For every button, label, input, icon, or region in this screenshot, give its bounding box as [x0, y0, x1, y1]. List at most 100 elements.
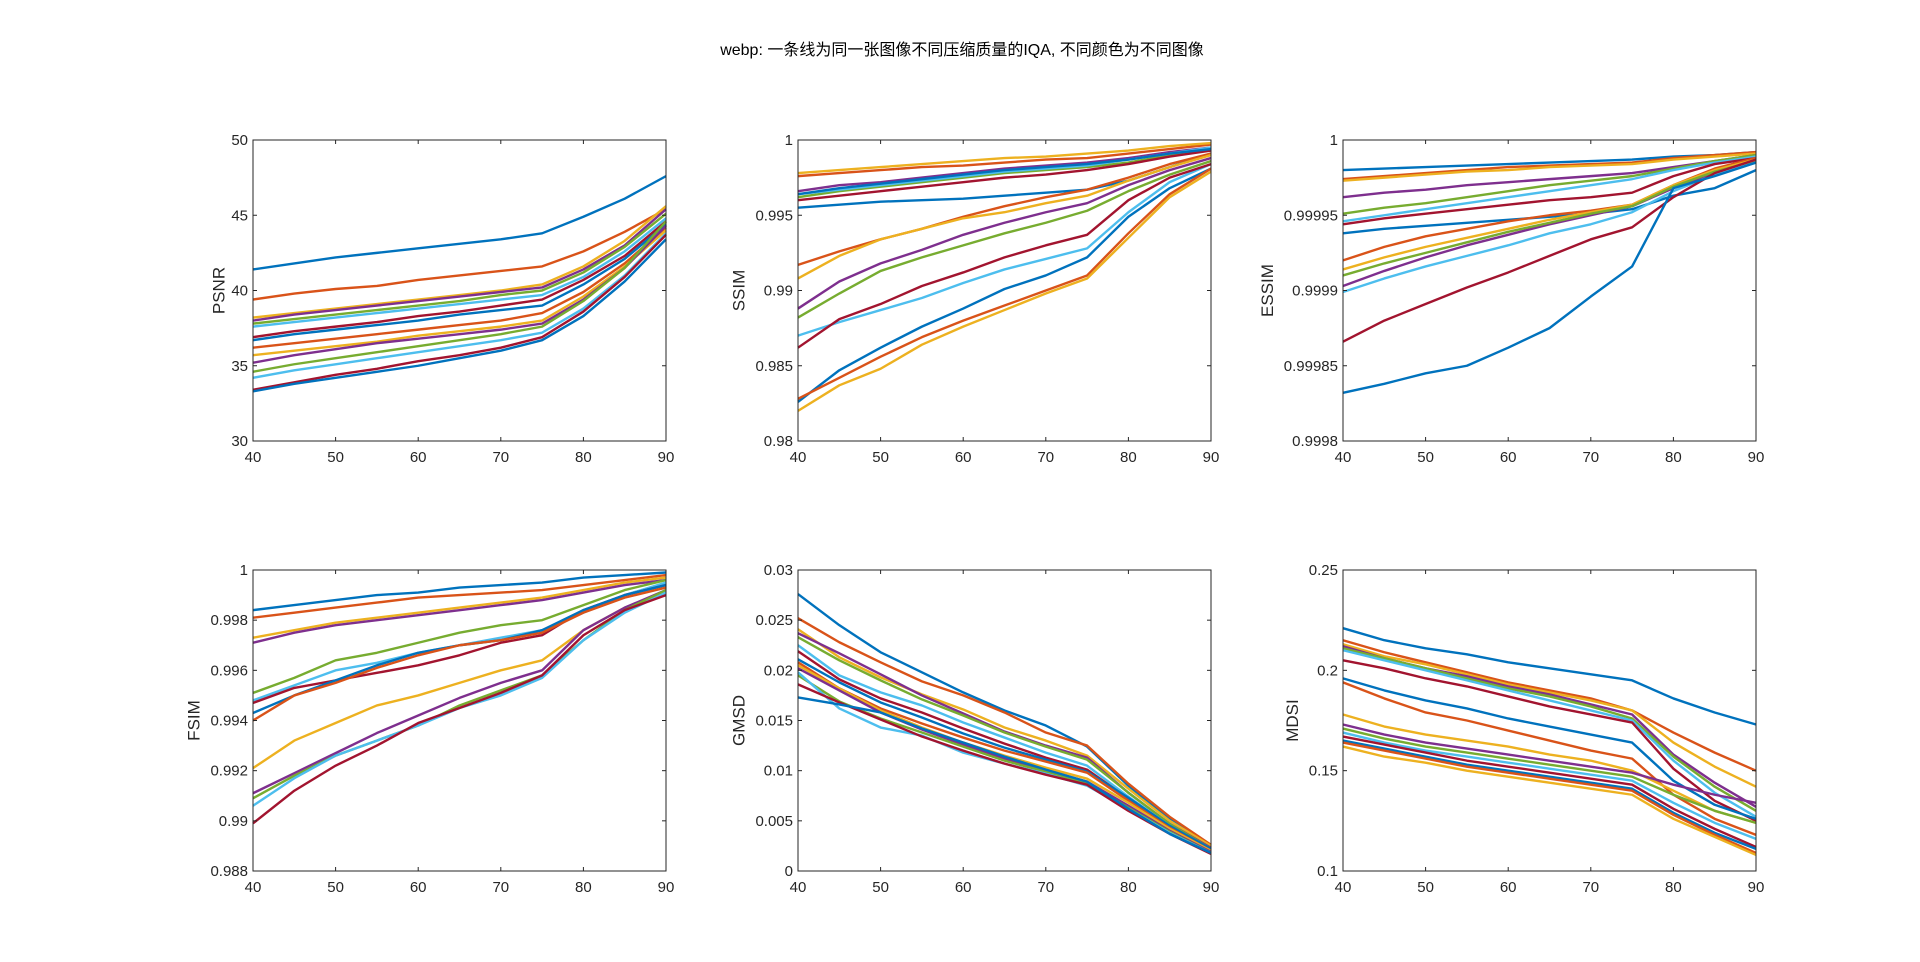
ssim-y-axis-label: SSIM [730, 270, 749, 312]
fsim-x-tick-label: 70 [492, 879, 509, 896]
mdsi-series-line [1342, 739, 1757, 851]
fsim-y-tick-label: 0.988 [210, 863, 248, 880]
fsim-series-line [252, 576, 667, 639]
psnr-series-line [252, 232, 667, 379]
fsim-x-tick-label: 60 [410, 879, 427, 896]
mdsi-chart: 40 50 60 70 80 90 0.1 0.15 0.2 0.25 MDSI [1283, 562, 1765, 896]
mdsi-series-line [1342, 727, 1757, 824]
ssim-y-tick-label: 1 [785, 132, 793, 149]
ssim-series-line [797, 162, 1212, 349]
fsim-y-tick-label: 0.99 [219, 813, 248, 830]
gmsd-series-line [797, 658, 1212, 850]
essim-series-line [1342, 159, 1757, 277]
mdsi-y-tick-label: 0.15 [1309, 763, 1338, 780]
ssim-x-tick-label: 70 [1037, 449, 1054, 466]
ssim-series-line [797, 167, 1212, 400]
fsim-y-tick-label: 1 [240, 562, 248, 579]
psnr-y-tick-label: 45 [231, 207, 248, 224]
ssim-series-line [797, 147, 1212, 199]
ssim-y-tick-label: 0.995 [755, 207, 793, 224]
psnr-x-tick-label: 60 [410, 449, 427, 466]
psnr-series-line [252, 238, 667, 393]
mdsi-y-tick-label: 0.2 [1317, 662, 1338, 679]
fsim-plot-area [253, 570, 666, 871]
gmsd-chart: 40 50 60 70 80 90 0 0.005 0.01 0.015 0.02 0.025 0.03… [730, 562, 1220, 896]
gmsd-y-tick-label: 0.015 [755, 713, 793, 730]
gmsd-series-line [797, 593, 1212, 847]
ssim-series-line [797, 167, 1212, 403]
ssim-series-line [797, 162, 1212, 337]
essim-series-line [1342, 155, 1757, 223]
fsim-series-line [252, 578, 667, 644]
mdsi-series-line [1342, 713, 1757, 824]
psnr-series-line [252, 212, 667, 325]
mdsi-y-axis-label: MDSI [1283, 699, 1302, 742]
essim-x-tick-label: 40 [1335, 449, 1352, 466]
ssim-series-line [797, 170, 1212, 412]
gmsd-y-tick-label: 0 [785, 863, 793, 880]
mdsi-x-tick-label: 90 [1748, 879, 1765, 896]
mdsi-x-tick-label: 50 [1417, 879, 1434, 896]
mdsi-y-tick-label: 0.1 [1317, 863, 1338, 880]
ssim-x-tick-label: 50 [872, 449, 889, 466]
fsim-x-tick-label: 40 [245, 879, 262, 896]
essim-series-line [1342, 158, 1757, 271]
essim-series-line [1342, 156, 1757, 226]
psnr-chart: 40 50 60 70 80 90 30 35 40 45 50 PSNR [209, 132, 674, 466]
essim-x-tick-label: 90 [1748, 449, 1765, 466]
fsim-y-axis-label: FSIM [185, 700, 204, 741]
ssim-series-line [797, 153, 1212, 280]
essim-x-tick-label: 70 [1582, 449, 1599, 466]
gmsd-series-line [797, 696, 1212, 855]
fsim-x-tick-label: 50 [327, 879, 344, 896]
ssim-series-group [797, 141, 1212, 412]
fsim-y-tick-label: 0.992 [210, 763, 248, 780]
essim-series-line [1342, 161, 1757, 294]
mdsi-series-line [1342, 731, 1757, 841]
ssim-series-line [797, 141, 1212, 175]
mdsi-series-line [1342, 647, 1757, 812]
mdsi-series-line [1342, 745, 1757, 857]
psnr-series-line [252, 223, 667, 342]
psnr-series-line [252, 233, 667, 392]
psnr-series-line [252, 229, 667, 357]
psnr-y-axis-label: PSNR [209, 267, 228, 314]
mdsi-series-line [1342, 639, 1757, 772]
mdsi-axes-box [1342, 569, 1757, 872]
essim-y-tick-label: 0.99985 [1284, 358, 1338, 375]
gmsd-x-tick-label: 80 [1120, 879, 1137, 896]
gmsd-y-tick-label: 0.005 [755, 813, 793, 830]
ssim-x-tick-label: 80 [1120, 449, 1137, 466]
gmsd-y-tick-label: 0.02 [764, 662, 793, 679]
figure-title: webp: 一条线为同一张图像不同压缩质量的IQA, 不同颜色为不同图像 [719, 41, 1204, 59]
essim-series-line [1342, 158, 1757, 343]
mdsi-y-tick-label: 0.25 [1309, 562, 1338, 579]
ssim-y-tick-label: 0.985 [755, 358, 793, 375]
gmsd-x-tick-label: 60 [955, 879, 972, 896]
gmsd-y-axis-label: GMSD [730, 695, 749, 746]
ssim-series-line [797, 146, 1212, 193]
mdsi-series-group [1342, 627, 1757, 857]
gmsd-y-tick-label: 0.01 [764, 763, 793, 780]
gmsd-x-tick-label: 50 [872, 879, 889, 896]
essim-series-line [1342, 150, 1757, 181]
fsim-x-tick-label: 80 [575, 879, 592, 896]
essim-x-tick-label: 60 [1500, 449, 1517, 466]
psnr-series-line [252, 217, 667, 328]
mdsi-series-line [1342, 627, 1757, 726]
psnr-x-tick-label: 80 [575, 449, 592, 466]
ssim-plot-area [798, 140, 1211, 441]
fsim-y-tick-label: 0.998 [210, 612, 248, 629]
mdsi-series-line [1342, 723, 1757, 804]
ssim-x-tick-label: 60 [955, 449, 972, 466]
psnr-y-tick-label: 50 [231, 132, 248, 149]
ssim-series-line [797, 152, 1212, 267]
essim-y-tick-label: 1 [1330, 132, 1338, 149]
psnr-series-line [252, 226, 667, 349]
essim-series-group [1342, 150, 1757, 395]
psnr-series-line [252, 175, 667, 271]
essim-chart: 40 50 60 70 80 90 0.9998 0.99985 0.9999 0.99995 1 E… [1258, 132, 1764, 466]
psnr-x-tick-label: 50 [327, 449, 344, 466]
psnr-series-group [252, 175, 667, 393]
